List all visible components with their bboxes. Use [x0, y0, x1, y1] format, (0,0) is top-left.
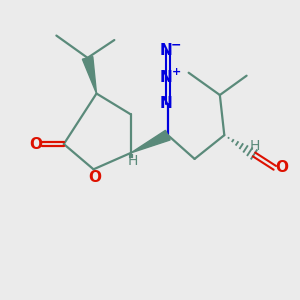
Text: H: H	[249, 139, 260, 152]
Text: H: H	[128, 154, 138, 168]
Text: N: N	[160, 96, 173, 111]
Text: −: −	[171, 39, 181, 52]
Text: N: N	[160, 43, 173, 58]
Text: N: N	[160, 70, 173, 85]
Text: O: O	[275, 160, 288, 175]
Text: O: O	[29, 136, 42, 152]
Text: O: O	[88, 170, 101, 185]
Text: +: +	[172, 67, 181, 77]
Polygon shape	[82, 57, 97, 94]
Polygon shape	[131, 130, 170, 153]
